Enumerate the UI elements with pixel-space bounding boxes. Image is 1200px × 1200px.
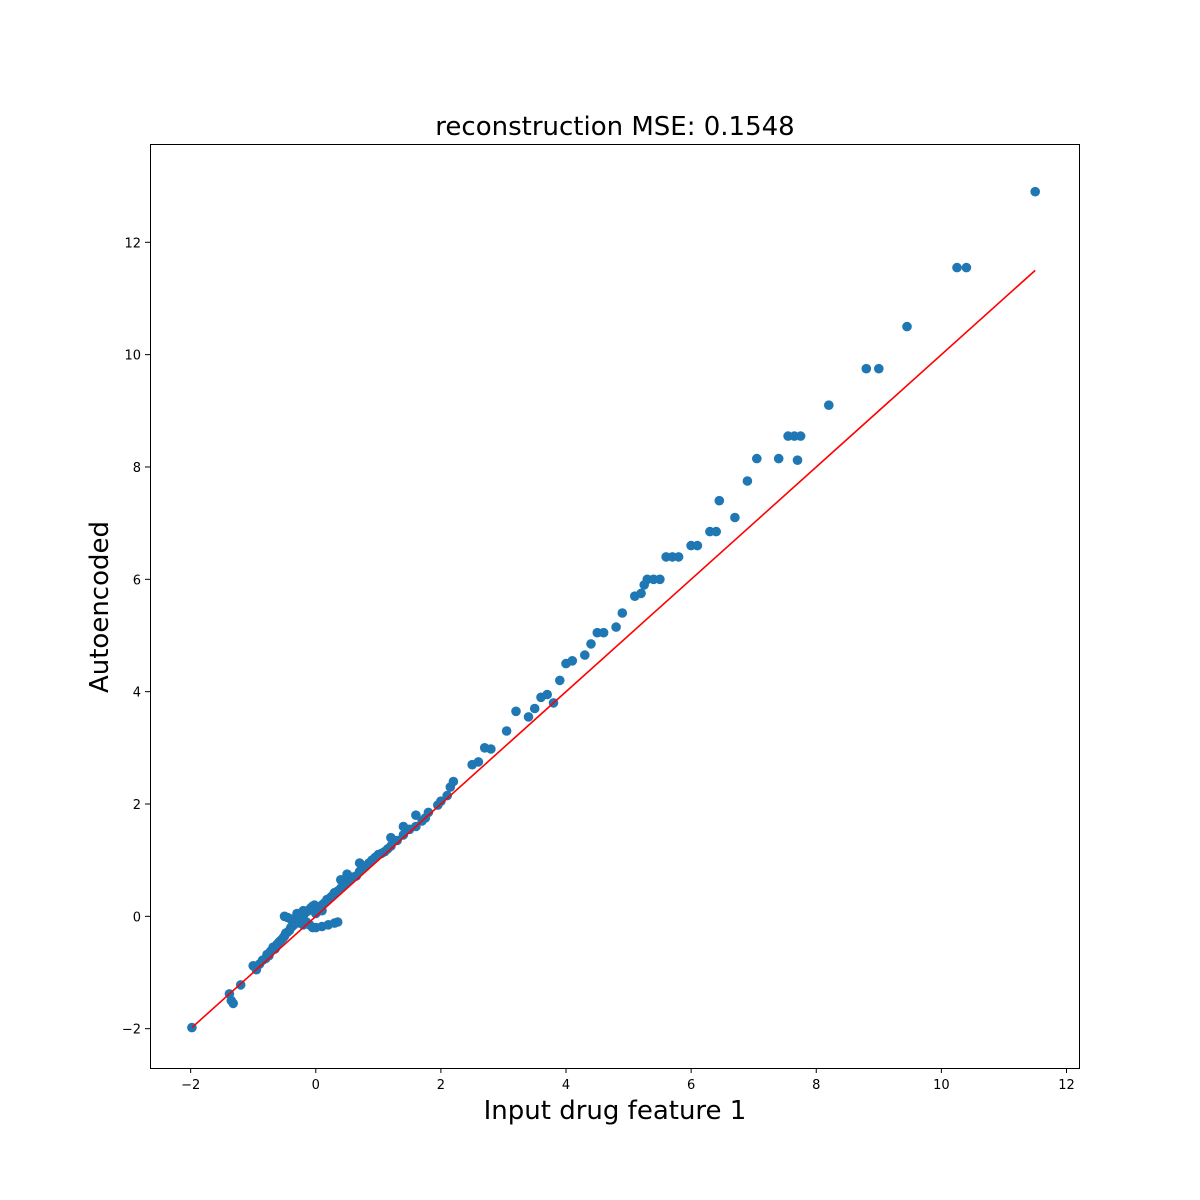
data-point xyxy=(354,858,365,868)
data-point xyxy=(473,757,484,767)
y-tick-label: 4 xyxy=(133,686,141,701)
y-tick-label: 2 xyxy=(133,798,141,813)
reference-line xyxy=(191,269,1036,1029)
data-point xyxy=(442,790,453,801)
data-point xyxy=(636,588,646,599)
data-point xyxy=(311,922,321,933)
data-point xyxy=(448,776,459,787)
plot-area xyxy=(187,186,1040,1033)
data-point xyxy=(529,703,540,714)
y-tick-label: 8 xyxy=(133,461,141,476)
data-point xyxy=(398,830,409,840)
data-point xyxy=(567,656,578,666)
data-point xyxy=(752,453,762,464)
data-point xyxy=(874,363,884,374)
data-point xyxy=(511,706,521,717)
data-point xyxy=(555,675,565,686)
x-axis-ticks: −2 0 2 4 6 8 10 12 xyxy=(181,1068,1075,1093)
data-point xyxy=(386,841,396,851)
data-point xyxy=(617,608,628,618)
x-tick-label: −2 xyxy=(181,1078,200,1093)
data-point xyxy=(586,639,596,649)
y-axis-ticks: −2 0 2 4 6 8 10 12 xyxy=(122,236,150,1038)
y-tick-label: 12 xyxy=(124,236,141,251)
data-point xyxy=(861,363,872,374)
data-point xyxy=(611,622,621,632)
chart-title: reconstruction MSE: 0.1548 xyxy=(435,112,794,142)
data-point xyxy=(342,869,352,879)
y-tick-label: 6 xyxy=(133,573,141,588)
data-point xyxy=(336,875,346,885)
data-point xyxy=(824,400,834,411)
data-point xyxy=(542,689,552,700)
x-tick-label: 6 xyxy=(687,1078,695,1093)
x-tick-label: 0 xyxy=(312,1078,320,1093)
data-point xyxy=(580,650,590,660)
y-axis-label: Autoencoded xyxy=(85,521,115,693)
data-point xyxy=(228,998,238,1009)
data-point xyxy=(961,262,972,273)
data-point xyxy=(742,476,753,486)
x-tick-label: 8 xyxy=(812,1078,820,1093)
data-point xyxy=(436,796,446,806)
data-point xyxy=(795,431,806,441)
data-point xyxy=(501,726,512,736)
data-point xyxy=(523,712,534,722)
points-layer xyxy=(187,186,1040,1033)
data-point xyxy=(792,455,803,466)
data-point xyxy=(398,821,409,832)
data-point xyxy=(486,744,496,754)
x-tick-label: 4 xyxy=(562,1078,570,1093)
y-tick-label: 0 xyxy=(133,910,141,925)
data-point xyxy=(423,807,434,818)
data-point xyxy=(386,832,396,843)
data-point xyxy=(1030,186,1040,197)
data-point xyxy=(411,810,421,820)
data-point xyxy=(673,552,684,562)
data-point xyxy=(711,526,721,537)
data-point xyxy=(692,540,703,551)
y-tick-label: 10 xyxy=(124,349,141,364)
data-point xyxy=(332,917,343,927)
x-tick-label: 12 xyxy=(1058,1078,1075,1093)
data-point xyxy=(730,512,740,523)
data-point xyxy=(298,905,309,916)
x-tick-label: 10 xyxy=(933,1078,950,1093)
data-point xyxy=(952,262,962,273)
data-point xyxy=(773,453,784,464)
y-tick-label: −2 xyxy=(122,1023,141,1038)
x-axis-label: Input drug feature 1 xyxy=(484,1096,747,1126)
axes-frame xyxy=(150,144,1080,1069)
data-point xyxy=(598,627,609,638)
data-point xyxy=(902,321,912,332)
x-tick-label: 2 xyxy=(437,1078,445,1093)
data-point xyxy=(282,912,293,923)
data-point xyxy=(655,574,665,585)
data-point xyxy=(714,495,725,506)
